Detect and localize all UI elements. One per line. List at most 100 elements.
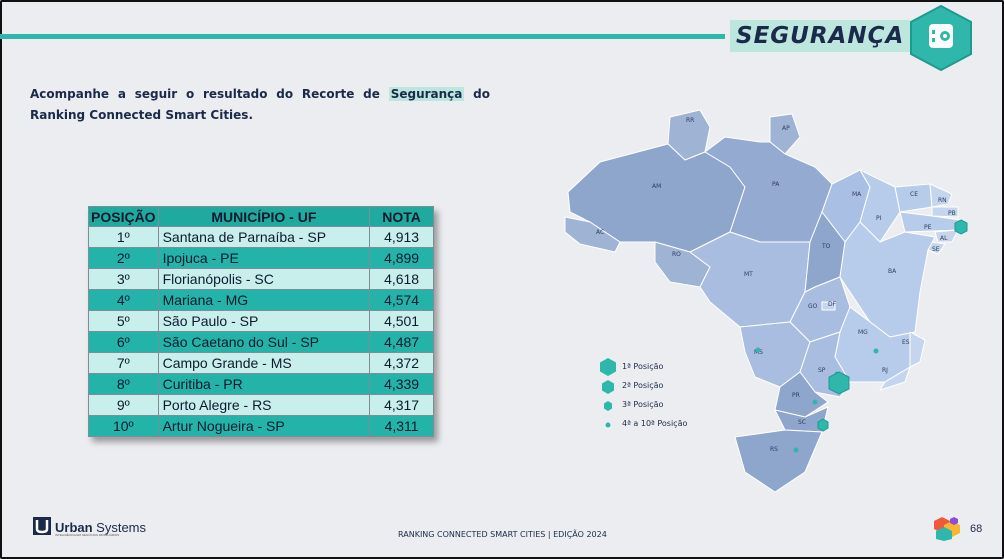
state-label-se: SE — [932, 246, 940, 253]
cell-nota: 4,618 — [369, 268, 434, 290]
legend-label: 4ª a 10ª Posição — [622, 419, 688, 428]
hexagon-medium-icon — [602, 379, 614, 394]
urban-systems-logo: Urban Systems INTELIGÊNCIA EM NEGÓCIOS I… — [32, 516, 146, 538]
state-label-sp: SP — [818, 367, 826, 374]
cell-nota: 4,372 — [369, 352, 434, 374]
state-al — [934, 229, 959, 243]
state-ba — [839, 221, 936, 338]
cell-nota: 4,487 — [369, 331, 434, 353]
state-label-pi: PI — [876, 215, 882, 222]
cell-posicao: 3º — [88, 268, 159, 290]
cell-posicao: 2º — [88, 247, 159, 269]
state-label-df: DF — [828, 301, 837, 308]
page-number: 68 — [970, 523, 983, 535]
table-row: 8º Curitiba - PR 4,339 — [88, 373, 434, 395]
cell-municipio: Campo Grande - MS — [157, 352, 371, 374]
state-label-to: TO — [821, 243, 831, 250]
dot-icon — [605, 422, 611, 427]
legend-item-3: 3ª Posição — [598, 395, 718, 414]
intro-highlight: Segurança — [388, 87, 465, 101]
state-label-pe: PE — [924, 224, 932, 231]
hexagon-large-icon — [600, 357, 616, 376]
header-rule — [0, 34, 725, 39]
logo-subtitle: INTELIGÊNCIA EM NEGÓCIOS IMOBILIÁRIOS — [55, 533, 120, 537]
cell-posicao: 4º — [88, 289, 159, 311]
cell-posicao: 8º — [88, 373, 159, 395]
legend-label: 2ª Posição — [622, 381, 664, 390]
marker-rank-4-10-ms — [755, 347, 761, 353]
cell-posicao: 9º — [88, 394, 159, 416]
state-label-rs: RS — [770, 446, 778, 453]
state-label-ap: AP — [782, 125, 790, 132]
cell-nota: 4,574 — [369, 289, 434, 311]
state-es — [909, 331, 926, 368]
table-row: 1º Santana de Parnaíba - SP 4,913 — [88, 226, 434, 248]
state-label-ba: BA — [888, 268, 897, 275]
table-row: 4º Mariana - MG 4,574 — [88, 289, 434, 311]
state-df — [821, 301, 836, 311]
cell-posicao: 7º — [88, 352, 159, 374]
marker-rank-4-10-pr — [812, 399, 818, 405]
state-label-ma: MA — [852, 191, 862, 198]
state-ap — [769, 113, 801, 155]
section-title-box: SEGURANÇA — [730, 20, 911, 52]
cell-municipio: Curitiba - PR — [157, 373, 371, 395]
state-label-rj: RJ — [882, 367, 888, 374]
legend-item-4: 4ª a 10ª Posição — [598, 414, 718, 433]
state-label-es: ES — [902, 339, 910, 346]
state-rj — [879, 366, 911, 391]
cell-posicao: 1º — [88, 226, 159, 248]
state-label-ms: MS — [754, 349, 763, 356]
state-label-rn: RN — [938, 197, 947, 204]
state-ac — [564, 216, 621, 253]
state-label-al: AL — [940, 235, 948, 242]
state-label-sc: SC — [798, 419, 806, 426]
state-label-pb: PB — [948, 210, 956, 217]
ranking-table-container: POSIÇÃO MUNICÍPIO - UF NOTA 1º Santana de… — [88, 206, 434, 437]
cell-municipio: Artur Nogueira - SP — [157, 415, 371, 437]
table-row: 9º Porto Alegre - RS 4,317 — [88, 394, 434, 416]
state-label-pr: PR — [792, 392, 800, 399]
table-header-row: POSIÇÃO MUNICÍPIO - UF NOTA — [88, 206, 434, 227]
state-pb — [931, 206, 959, 218]
legend-item-2: 2ª Posição — [598, 376, 718, 395]
marker-rank-2-pe — [954, 219, 968, 235]
state-label-pa: PA — [772, 181, 780, 188]
state-label-go: GO — [808, 303, 818, 310]
intro-paragraph: Acompanhe a seguir o resultado do Recort… — [30, 84, 490, 126]
marker-rank-4-10-rs — [793, 447, 799, 453]
cell-nota: 4,339 — [369, 373, 434, 395]
cell-municipio: São Caetano do Sul - SP — [157, 331, 371, 353]
table-row: 2º Ipojuca - PE 4,899 — [88, 247, 434, 269]
column-header-posicao: POSIÇÃO — [88, 206, 159, 227]
legend-label: 1ª Posição — [622, 362, 664, 371]
cell-nota: 4,913 — [369, 226, 434, 248]
column-header-municipio: MUNICÍPIO - UF — [157, 206, 371, 227]
footer-edition-text: RANKING CONNECTED SMART CITIES | EDIÇÃO … — [398, 530, 607, 539]
state-label-ac: AC — [596, 229, 604, 236]
cell-nota: 4,899 — [369, 247, 434, 269]
section-title: SEGURANÇA — [736, 23, 905, 49]
state-label-ce: CE — [910, 191, 918, 198]
cell-posicao: 5º — [88, 310, 159, 332]
table-row: 6º São Caetano do Sul - SP 4,487 — [88, 331, 434, 353]
cell-municipio: Mariana - MG — [157, 289, 371, 311]
table-row: 5º São Paulo - SP 4,501 — [88, 310, 434, 332]
safe-icon — [910, 4, 972, 72]
cell-posicao: 6º — [88, 331, 159, 353]
cell-municipio: Santana de Parnaíba - SP — [157, 226, 371, 248]
cell-municipio: Porto Alegre - RS — [157, 394, 371, 416]
marker-rank-3-sc — [817, 418, 829, 432]
state-rn — [929, 183, 953, 208]
intro-text-after: do Ranking Connected Smart Cities. — [30, 87, 491, 122]
cell-nota: 4,317 — [369, 394, 434, 416]
state-ce — [894, 183, 933, 213]
state-sc — [774, 406, 829, 433]
state-label-mg: MG — [858, 329, 868, 336]
table-row: 10º Artur Nogueira - SP 4,311 — [88, 415, 434, 437]
ranking-table: POSIÇÃO MUNICÍPIO - UF NOTA 1º Santana de… — [88, 206, 434, 437]
table-row: 7º Campo Grande - MS 4,372 — [88, 352, 434, 374]
cell-nota: 4,311 — [369, 415, 434, 437]
logo-text: Urban Systems — [55, 519, 147, 535]
